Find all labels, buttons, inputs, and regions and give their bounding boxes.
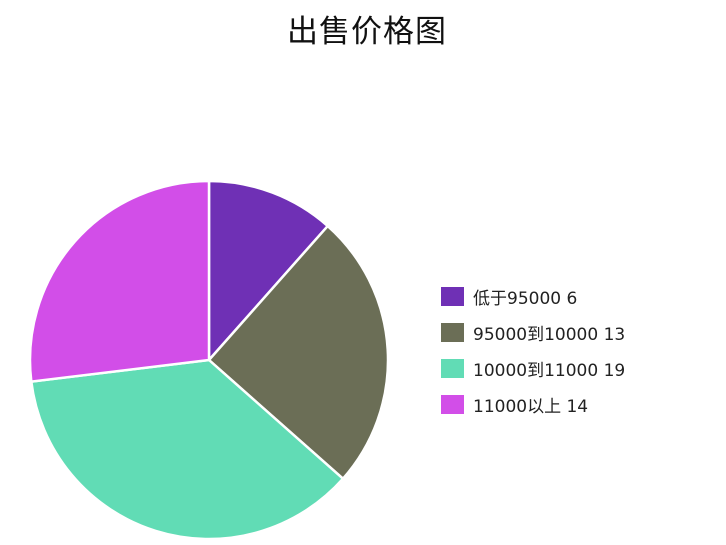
pie-slice[interactable] — [30, 358, 345, 541]
legend-swatch — [441, 286, 464, 306]
legend-label: 11000以上 14 — [473, 396, 589, 417]
legend-swatch — [441, 358, 464, 378]
pie-slice[interactable] — [28, 179, 211, 383]
legend-swatch — [441, 394, 464, 414]
legend-label: 95000到10000 13 — [473, 324, 626, 345]
legend-item[interactable]: 95000到10000 13 — [441, 314, 625, 350]
pie-slice[interactable] — [207, 224, 390, 480]
legend: 低于95000 6 95000到10000 13 10000到11000 19 … — [441, 278, 625, 422]
legend-label: 10000到11000 19 — [473, 360, 626, 381]
legend-item[interactable]: 10000到11000 19 — [441, 350, 625, 386]
legend-label: 低于95000 6 — [473, 288, 578, 309]
legend-item[interactable]: 低于95000 6 — [441, 278, 625, 314]
pie-slices — [28, 179, 390, 541]
legend-item[interactable]: 11000以上 14 — [441, 386, 625, 422]
chart-title: 出售价格图 — [287, 14, 447, 50]
pie-slice[interactable] — [207, 179, 329, 362]
legend-swatch — [441, 322, 464, 342]
